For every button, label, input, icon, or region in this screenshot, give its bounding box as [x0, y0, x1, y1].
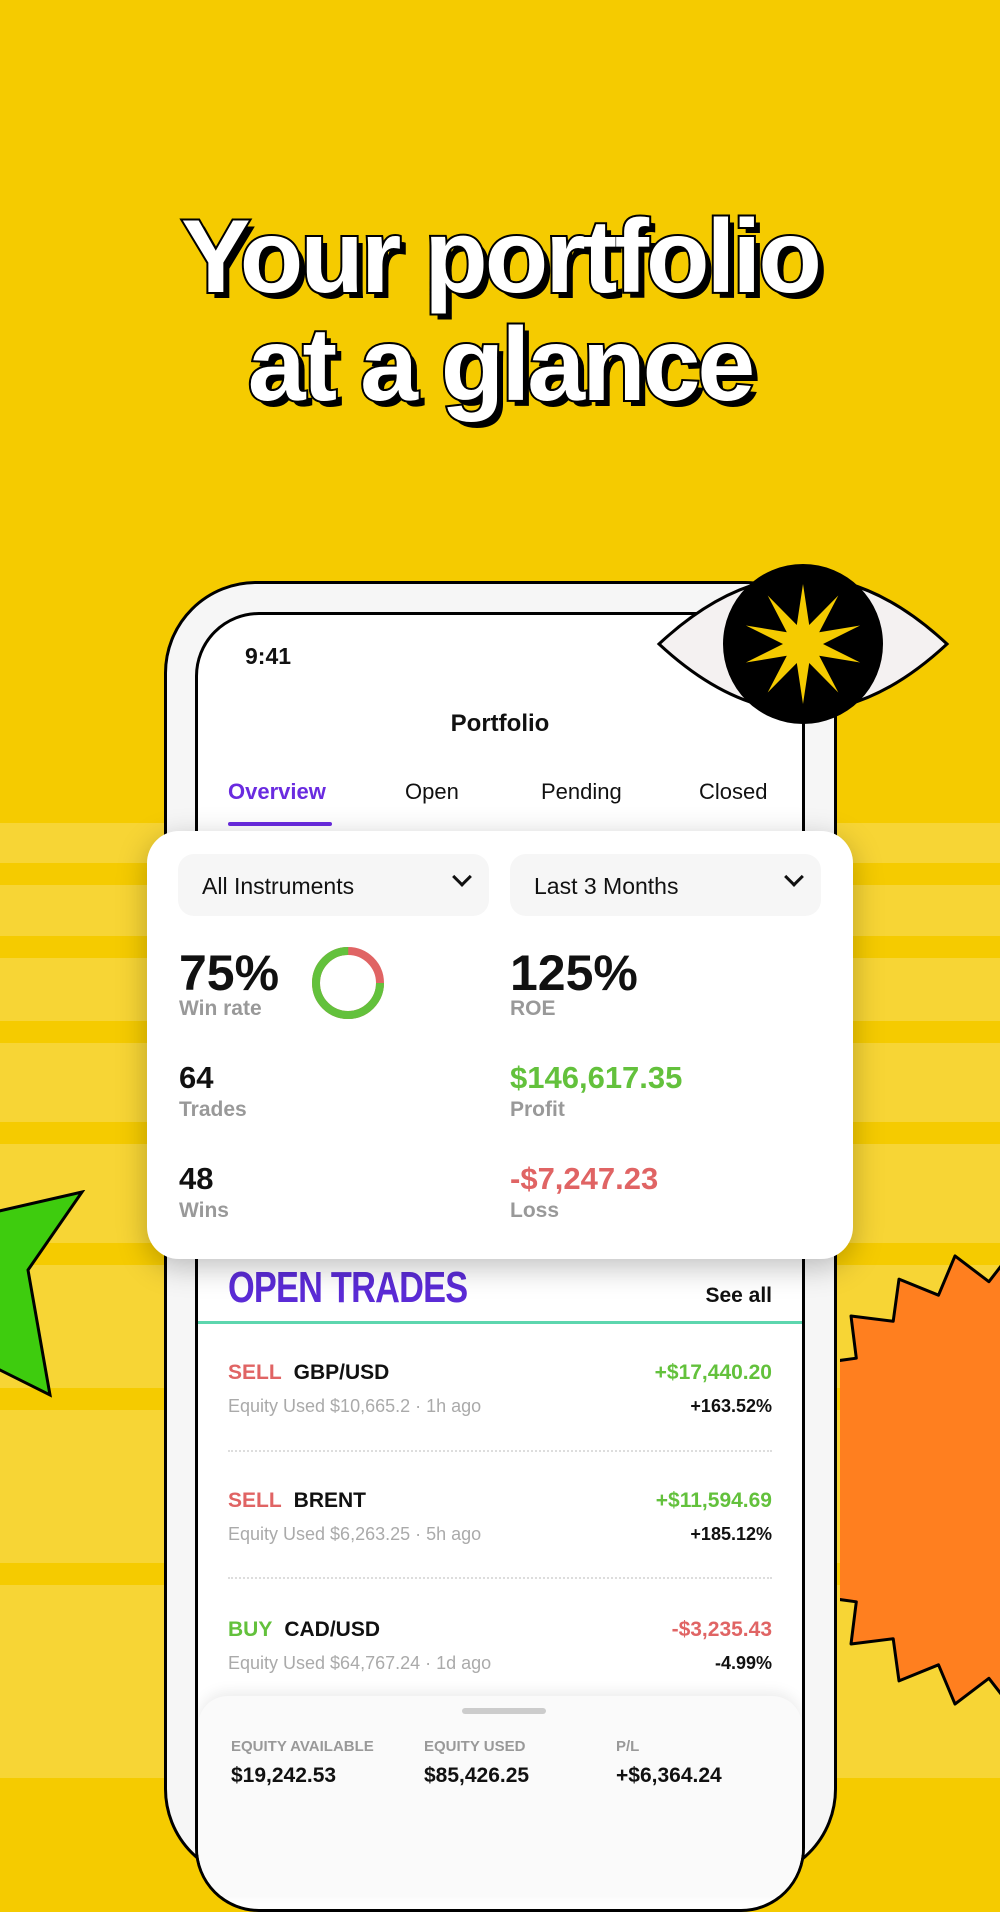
page-title: Portfolio	[450, 710, 550, 737]
chevron-down-icon	[452, 867, 472, 887]
pl-label: P/L	[616, 1738, 640, 1755]
pl-value: +$6,364.24	[616, 1764, 722, 1787]
open-trades-title: OPEN TRADES	[228, 1263, 468, 1312]
trade-percent: +185.12%	[690, 1524, 772, 1544]
burst-shape	[840, 1254, 1000, 1706]
trade-side: SELL	[228, 1489, 282, 1512]
trade-amount: +$11,594.69	[655, 1489, 772, 1512]
trade-subtitle: Equity Used $64,767.24 · 1d ago	[228, 1653, 492, 1673]
trades-label: Trades	[179, 1098, 247, 1121]
trades-value: 64	[179, 1060, 214, 1095]
trade-side: SELL	[228, 1361, 282, 1384]
instrument-dropdown[interactable]: All Instruments	[178, 854, 489, 916]
trade-symbol: GBP/USD	[293, 1361, 390, 1384]
trade-side: BUY	[228, 1618, 273, 1641]
green-star-decoration	[0, 1190, 86, 1398]
loss-value: -$7,247.23	[510, 1161, 659, 1196]
equity-used-value: $85,426.25	[424, 1764, 530, 1787]
trade-symbol: CAD/USD	[284, 1618, 381, 1641]
trade-percent: -4.99%	[714, 1653, 772, 1673]
headline-line-2: at a glance	[246, 307, 758, 423]
roe-value: 125%	[510, 945, 638, 1001]
see-all-link[interactable]: See all	[705, 1284, 772, 1307]
trade-row[interactable]: BUY CAD/USD Equity Used $64,767.24 · 1d a…	[228, 1618, 772, 1688]
roe-label: ROE	[510, 997, 556, 1020]
status-time: 9:41	[245, 643, 292, 669]
overview-stats-card: All Instruments Last 3 Months 75% Win ra…	[147, 831, 853, 1259]
tab-overview[interactable]: Overview	[228, 779, 326, 804]
divider	[198, 1321, 802, 1324]
equity-available-value: $19,242.53	[231, 1764, 337, 1787]
headline-line-1: Your portfolio	[179, 199, 824, 315]
trade-symbol: BRENT	[293, 1489, 367, 1512]
trade-amount: -$3,235.43	[671, 1618, 772, 1641]
trade-amount: +$17,440.20	[654, 1361, 772, 1384]
instrument-dropdown-value: All Instruments	[202, 873, 355, 899]
tab-closed[interactable]: Closed	[699, 779, 768, 804]
phone-screen: 9:41 Portfolio Overview Open Pending Clo…	[195, 612, 805, 1912]
summary-sheet[interactable]: EQUITY AVAILABLE $19,242.53 EQUITY USED …	[198, 1696, 802, 1896]
row-divider	[228, 1577, 772, 1579]
active-tab-indicator	[228, 822, 332, 826]
win-rate-label: Win rate	[179, 997, 262, 1020]
chevron-down-icon	[784, 867, 804, 887]
trade-row[interactable]: SELL BRENT Equity Used $6,263.25 · 5h ago…	[228, 1489, 772, 1559]
trade-subtitle: Equity Used $10,665.2 · 1h ago	[228, 1396, 482, 1416]
wins-label: Wins	[179, 1199, 229, 1222]
period-dropdown-value: Last 3 Months	[534, 873, 679, 899]
trade-row[interactable]: SELL GBP/USD Equity Used $10,665.2 · 1h a…	[228, 1361, 772, 1431]
drag-handle[interactable]	[462, 1708, 546, 1714]
win-rate-value: 75%	[179, 945, 280, 1001]
win-rate-donut	[312, 947, 384, 1019]
equity-used-label: EQUITY USED	[424, 1738, 526, 1755]
donut-win-arc	[312, 947, 384, 1019]
tab-pending[interactable]: Pending	[541, 779, 622, 804]
row-divider	[228, 1450, 772, 1452]
trade-percent: +163.52%	[690, 1396, 772, 1416]
orange-burst-decoration	[840, 1254, 1000, 1706]
wins-value: 48	[179, 1161, 214, 1196]
tab-open[interactable]: Open	[405, 779, 459, 804]
profit-label: Profit	[510, 1098, 565, 1121]
trade-subtitle: Equity Used $6,263.25 · 5h ago	[228, 1524, 482, 1544]
equity-available-label: EQUITY AVAILABLE	[231, 1738, 374, 1755]
period-dropdown[interactable]: Last 3 Months	[510, 854, 821, 916]
eye-decoration	[656, 564, 950, 724]
profit-value: $146,617.35	[510, 1060, 683, 1095]
loss-label: Loss	[510, 1199, 560, 1222]
